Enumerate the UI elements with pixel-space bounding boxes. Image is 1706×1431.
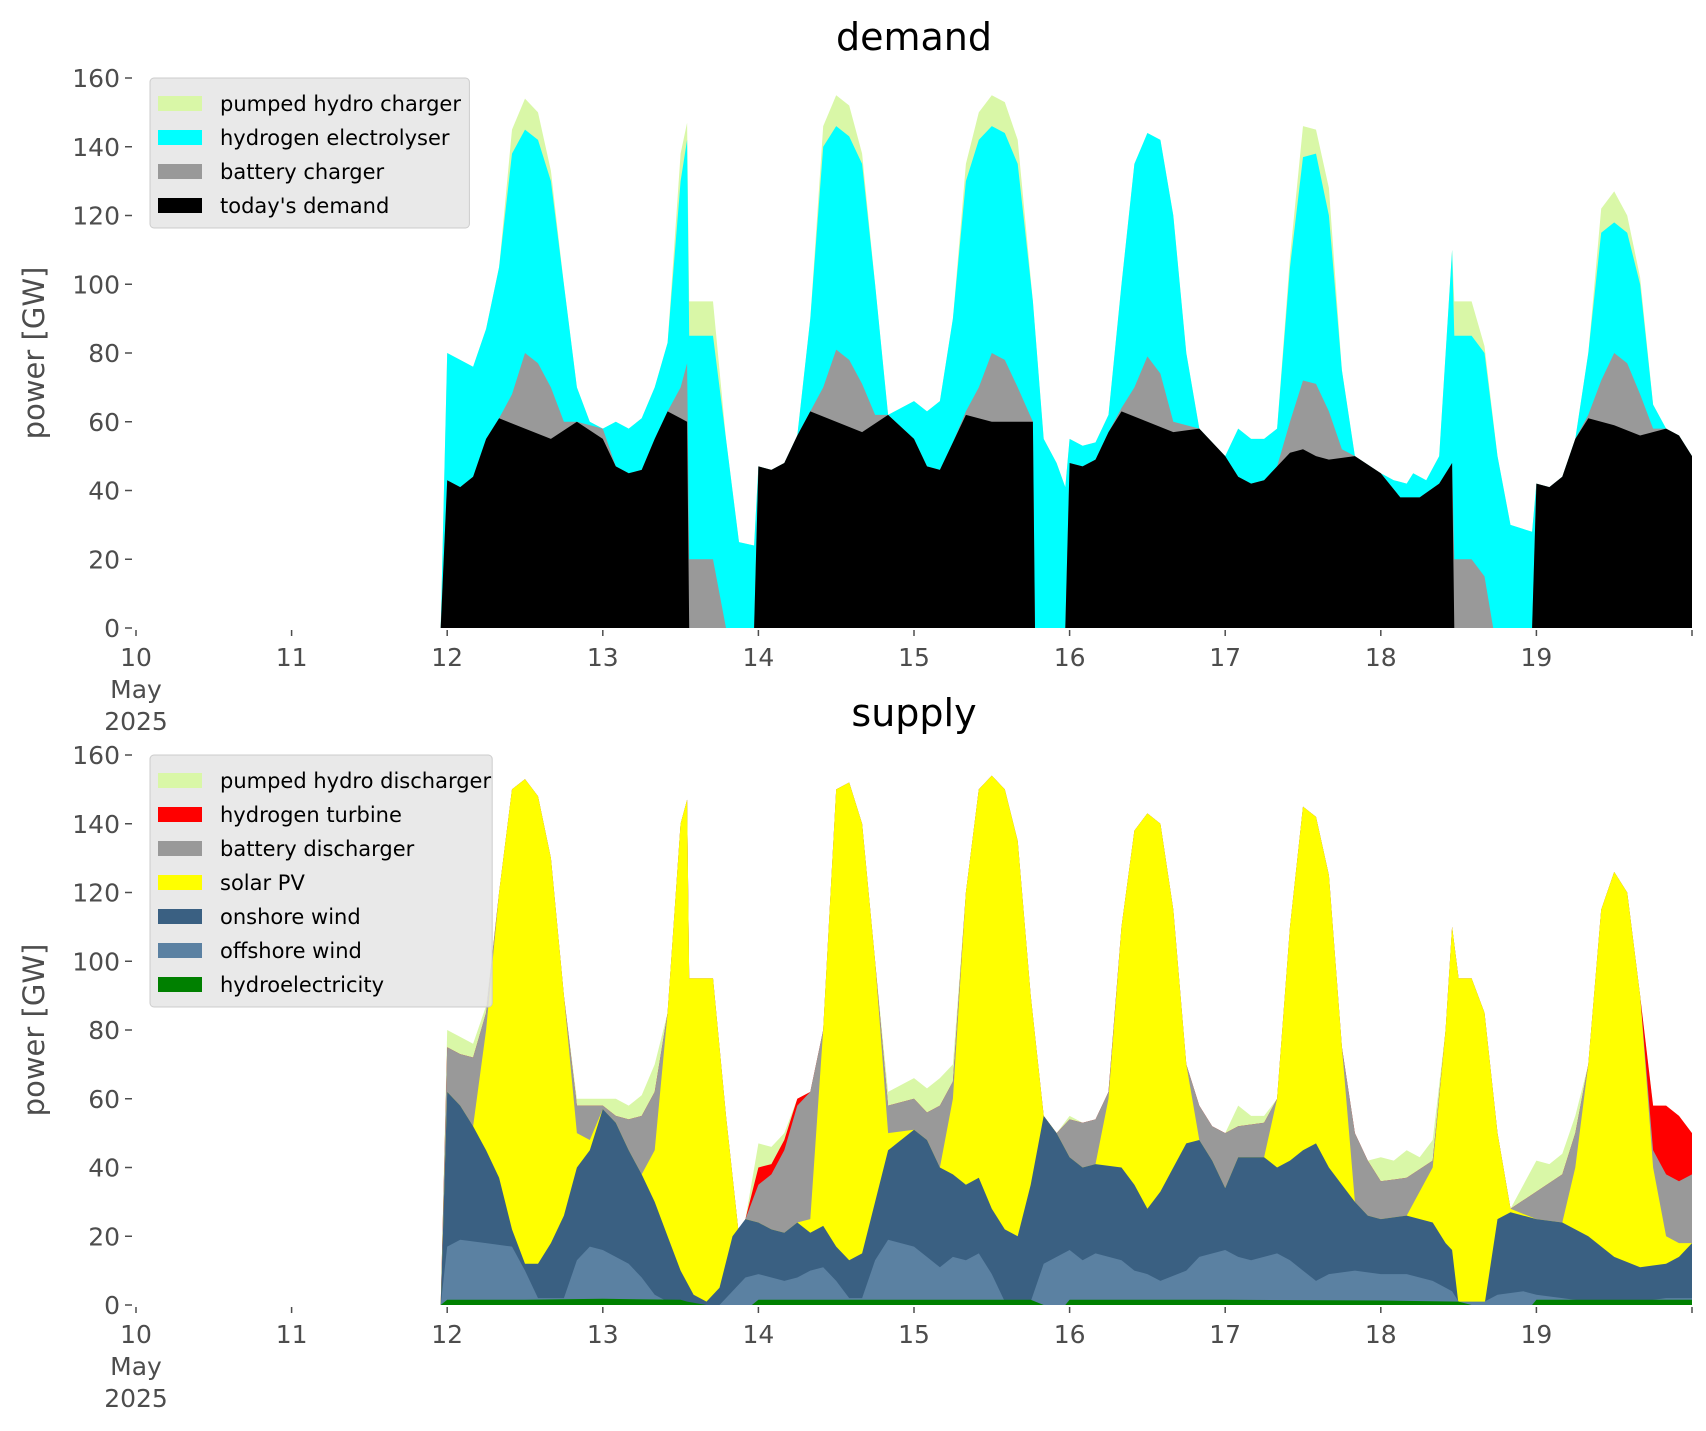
x-tick-label: 19 (1520, 643, 1552, 672)
legend-swatch (158, 773, 202, 788)
x-tick-label: 11 (276, 1320, 308, 1349)
y-tick-label: 160 (72, 741, 120, 770)
legend-label: hydrogen turbine (220, 803, 402, 827)
x-tick-label: 13 (587, 643, 619, 672)
legend-label: hydroelectricity (220, 973, 384, 997)
y-axis-label: power [GW] (17, 267, 51, 440)
y-tick-label: 140 (72, 810, 120, 839)
legend-label: hydrogen electrolyser (220, 126, 450, 150)
legend: pumped hydro charger hydrogen electrolyse… (149, 77, 470, 229)
legend-box (149, 754, 493, 1008)
x-tick-label: 15 (898, 1320, 930, 1349)
panel-supply: supply power [GW] 0 20 40 60 80 100 120 140 160 10 M… (17, 691, 1693, 1413)
y-tick-label: 20 (88, 1222, 120, 1251)
chart-title: supply (851, 691, 976, 735)
legend-label: solar PV (220, 871, 305, 895)
x-tick-label: 16 (1054, 1320, 1086, 1349)
x-tick-label: 13 (587, 1320, 619, 1349)
y-tick-label: 160 (72, 64, 120, 93)
y-tick-label: 120 (72, 202, 120, 231)
y-tick-label: 140 (72, 133, 120, 162)
y-axis-label: power [GW] (17, 944, 51, 1117)
legend-swatch (158, 96, 202, 111)
y-tick-label: 100 (72, 947, 120, 976)
y-tick-label: 80 (88, 1016, 120, 1045)
legend-label: pumped hydro discharger (220, 769, 491, 793)
legend-label: offshore wind (220, 939, 362, 963)
x-tick-label: 17 (1209, 1320, 1241, 1349)
x-tick-sublabel: 2025 (104, 707, 168, 736)
legend-swatch (158, 164, 202, 179)
x-tick-label: 14 (742, 1320, 774, 1349)
x-tick-label: 11 (276, 643, 308, 672)
legend-swatch (158, 198, 202, 213)
x-tick-label: 18 (1365, 643, 1397, 672)
x-tick-label: 19 (1520, 1320, 1552, 1349)
y-tick-label: 120 (72, 879, 120, 908)
x-tick-sublabel: 2025 (104, 1384, 168, 1413)
x-tick-label: 10 (120, 643, 152, 672)
legend-label: onshore wind (220, 905, 361, 929)
y-tick-label: 40 (88, 477, 120, 506)
x-tick-label: 15 (898, 643, 930, 672)
x-tick-label: 12 (431, 1320, 463, 1349)
area-onshore-wind (440, 1091, 1693, 1305)
legend-label: today's demand (220, 194, 389, 218)
legend-label: battery charger (220, 160, 385, 184)
area-hydroelectricity (440, 1298, 1693, 1305)
y-tick-label: 0 (104, 614, 120, 643)
legend-swatch (158, 875, 202, 890)
area-pumped-hydro-discharger (440, 775, 1693, 1305)
area-today-s-demand (440, 411, 1693, 628)
x-tick-label: 10 (120, 1320, 152, 1349)
x-tick-label: 18 (1365, 1320, 1397, 1349)
x-tick-label: 12 (431, 643, 463, 672)
legend-swatch (158, 807, 202, 822)
legend-box (149, 77, 470, 229)
legend-swatch (158, 130, 202, 145)
chart-title: demand (836, 15, 992, 59)
legend-label: pumped hydro charger (220, 92, 461, 116)
legend-swatch (158, 841, 202, 856)
x-tick-label: 14 (742, 643, 774, 672)
legend-swatch (158, 909, 202, 924)
legend: pumped hydro discharger hydrogen turbine b… (149, 754, 493, 1008)
y-tick-label: 80 (88, 339, 120, 368)
y-tick-label: 60 (88, 408, 120, 437)
y-tick-label: 20 (88, 545, 120, 574)
x-tick-sublabel: May (110, 675, 162, 704)
panel-demand: demand power [GW] 0 20 40 60 80 100 120 140 160 10 M… (17, 15, 1693, 736)
y-tick-label: 40 (88, 1154, 120, 1183)
area-offshore-wind (440, 1239, 1693, 1305)
y-tick-label: 100 (72, 270, 120, 299)
legend-label: battery discharger (220, 837, 415, 861)
x-tick-label: 17 (1209, 643, 1241, 672)
legend-swatch (158, 943, 202, 958)
y-tick-label: 0 (104, 1291, 120, 1320)
x-tick-sublabel: May (110, 1352, 162, 1381)
y-tick-label: 60 (88, 1085, 120, 1114)
legend-swatch (158, 977, 202, 992)
x-tick-label: 16 (1054, 643, 1086, 672)
